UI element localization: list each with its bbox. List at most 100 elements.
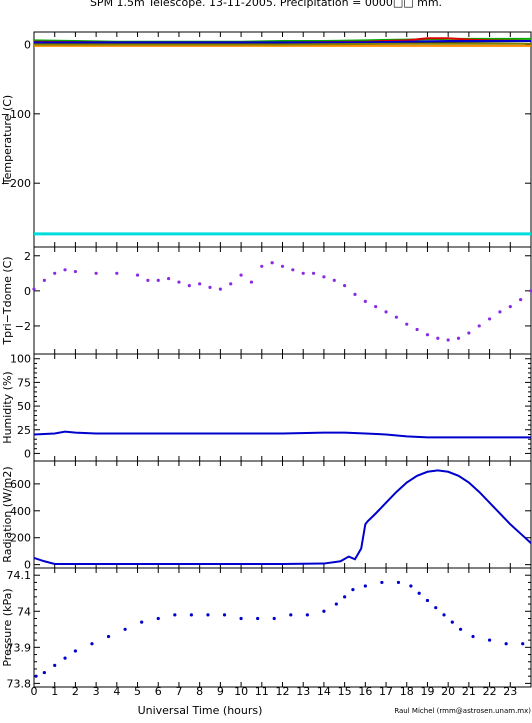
radiation-ytick-label: 400 xyxy=(10,505,31,518)
tpri-tdome-point xyxy=(322,275,326,279)
x-tick-label: 13 xyxy=(296,685,310,698)
x-tick-label: 4 xyxy=(113,685,120,698)
tpri-tdome-point xyxy=(508,305,512,309)
tpri-tdome-point xyxy=(301,271,305,275)
chart-title: SPM 1.5m Telescope. 13-11-2005. Precipit… xyxy=(90,0,442,9)
pressure-point xyxy=(434,606,438,610)
x-tick-label: 18 xyxy=(400,685,414,698)
humidity-line xyxy=(33,430,531,439)
pressure-panel: 73.8 73.9 74 74.1 Pressure (kPa) xyxy=(1,567,532,690)
tpri-tdome-point xyxy=(239,273,243,277)
pressure-ytick-label: 74 xyxy=(17,605,31,618)
radiation-frame xyxy=(33,460,532,569)
pressure-point xyxy=(222,613,227,617)
tpri-tdome-point xyxy=(187,283,191,288)
tpri-tdome-point xyxy=(229,282,233,286)
tpri-tdome-ytick-label: −2 xyxy=(15,320,31,333)
x-tick-label: 3 xyxy=(93,685,100,698)
tpri-tdome-point xyxy=(291,268,295,272)
tpri-tdome-ytick-label: 2 xyxy=(24,250,31,263)
tpri-tdome-point xyxy=(374,305,378,309)
temperature-ytick-label: −200 xyxy=(1,177,31,190)
pressure-point xyxy=(442,613,446,617)
pressure-point xyxy=(521,642,525,646)
tpri-tdome-point xyxy=(363,299,367,303)
radiation-ytick-label: 200 xyxy=(10,532,31,545)
humidity-ytick-label: 25 xyxy=(17,424,31,437)
temperature-ylabel: Temperature (C) xyxy=(1,95,14,185)
pressure-point xyxy=(156,616,160,621)
pressure-point xyxy=(289,613,293,617)
pressure-point xyxy=(140,620,144,624)
x-tick-label: 9 xyxy=(217,685,224,698)
tpri-tdome-point xyxy=(42,278,46,282)
x-axis-label: Universal Time (hours) xyxy=(138,704,263,717)
radiation-ytick-label: 600 xyxy=(10,478,31,491)
tpri-tdome-point xyxy=(384,310,388,314)
tpri-tdome-point xyxy=(177,280,181,284)
x-tick-label: 22 xyxy=(483,685,497,698)
pressure-ytick-label: 73.8 xyxy=(7,677,32,690)
tpri-tdome-point xyxy=(32,287,36,291)
pressure-point xyxy=(425,598,430,603)
pressure-point xyxy=(343,595,347,599)
tpri-tdome-point xyxy=(218,287,222,291)
radiation-ylabel: Radiation (W/m2) xyxy=(1,466,14,562)
tpri-tdome-point xyxy=(425,333,430,337)
tpri-tdome-point xyxy=(477,324,481,328)
tpri-tdome-point xyxy=(487,317,492,321)
tpri-tdome-point xyxy=(436,336,440,340)
humidity-frame xyxy=(33,353,532,462)
pressure-point xyxy=(305,613,309,617)
tpri-tdome-point xyxy=(73,269,78,274)
pressure-point xyxy=(334,602,338,606)
pressure-point xyxy=(206,613,210,617)
tpri-tdome-point xyxy=(156,278,160,282)
pressure-point xyxy=(34,674,38,678)
pressure-point xyxy=(380,580,384,585)
x-tick-label: 17 xyxy=(379,685,393,698)
pressure-point xyxy=(504,642,508,646)
pressure-point xyxy=(396,580,401,585)
tpri-tdome-point xyxy=(498,310,502,314)
humidity-ylabel: Humidity (%) xyxy=(1,371,14,443)
pressure-point xyxy=(256,616,260,621)
x-tick-label: 10 xyxy=(234,685,248,698)
pressure-point xyxy=(123,627,127,631)
tpri-tdome-point xyxy=(115,271,119,275)
pressure-point xyxy=(417,591,421,595)
pressure-point xyxy=(73,649,78,653)
pressure-point xyxy=(351,588,355,592)
pressure-point xyxy=(450,620,454,624)
humidity-ytick-label: 75 xyxy=(17,376,31,389)
tpri-tdome-point xyxy=(405,322,409,326)
x-tick-label: 20 xyxy=(441,685,455,698)
pressure-point xyxy=(239,616,243,621)
x-tick-label: 7 xyxy=(175,685,182,698)
pressure-point xyxy=(90,642,94,646)
tpri-tdome-point xyxy=(198,282,202,286)
temperature-frame xyxy=(33,31,532,248)
tpri-tdome-point xyxy=(135,273,140,277)
radiation-ytick-label: 0 xyxy=(24,559,31,572)
radiation-line xyxy=(33,469,532,565)
tpri-tdome-point xyxy=(260,264,264,268)
pressure-ytick-label: 73.9 xyxy=(7,641,32,654)
temperature-ytick-label: −100 xyxy=(1,108,31,121)
tpri-tdome-point xyxy=(343,283,347,288)
tpri-tdome-point xyxy=(311,271,316,275)
tpri-tdome-point xyxy=(456,336,461,340)
x-tick-label: 2 xyxy=(72,685,79,698)
pressure-frame xyxy=(33,567,532,688)
credit-text: Raul Michel (rmm@astrosen.unam.mx) xyxy=(394,707,531,715)
x-tick-label: 19 xyxy=(420,685,434,698)
pressure-point xyxy=(363,584,367,588)
tpri-tdome-point xyxy=(415,327,419,332)
x-tick-label: 15 xyxy=(338,685,352,698)
pressure-point xyxy=(53,663,57,667)
x-tick-label: 16 xyxy=(358,685,372,698)
pressure-point xyxy=(409,584,413,588)
